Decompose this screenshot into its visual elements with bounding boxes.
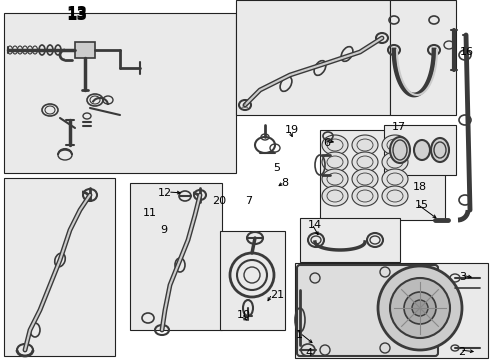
Text: 8: 8 xyxy=(281,178,288,188)
Bar xyxy=(320,130,445,220)
Text: 5: 5 xyxy=(273,163,280,173)
Ellipse shape xyxy=(382,169,408,189)
Ellipse shape xyxy=(382,152,408,172)
Ellipse shape xyxy=(322,135,348,155)
Ellipse shape xyxy=(352,152,378,172)
Ellipse shape xyxy=(322,169,348,189)
Text: 14: 14 xyxy=(308,220,322,230)
Bar xyxy=(295,263,488,358)
Text: 11: 11 xyxy=(143,208,157,218)
Text: 10: 10 xyxy=(237,310,251,320)
Bar xyxy=(75,42,95,58)
Text: 13: 13 xyxy=(67,6,88,21)
Ellipse shape xyxy=(322,186,348,206)
Ellipse shape xyxy=(414,140,430,160)
Ellipse shape xyxy=(412,300,428,316)
Ellipse shape xyxy=(390,137,410,163)
Ellipse shape xyxy=(378,266,462,350)
Text: 15: 15 xyxy=(415,200,429,210)
Text: 20: 20 xyxy=(212,196,226,206)
Text: ⚠: ⚠ xyxy=(241,101,248,110)
Text: 21: 21 xyxy=(270,290,284,300)
Text: 6: 6 xyxy=(323,138,330,148)
Bar xyxy=(300,218,400,262)
Bar xyxy=(384,125,456,175)
Text: 12: 12 xyxy=(158,188,172,198)
Ellipse shape xyxy=(382,135,408,155)
Bar xyxy=(236,0,390,115)
Ellipse shape xyxy=(431,138,449,162)
Text: 3: 3 xyxy=(459,272,466,282)
Ellipse shape xyxy=(382,186,408,206)
Text: 19: 19 xyxy=(285,125,299,135)
Bar xyxy=(4,178,115,356)
Bar xyxy=(220,231,285,330)
Text: 2: 2 xyxy=(458,347,465,357)
FancyBboxPatch shape xyxy=(297,265,438,356)
Bar xyxy=(4,13,236,173)
Text: 16: 16 xyxy=(460,47,474,57)
Text: 18: 18 xyxy=(413,182,427,192)
Ellipse shape xyxy=(390,278,450,338)
Text: 13: 13 xyxy=(67,8,88,23)
Ellipse shape xyxy=(352,186,378,206)
Bar xyxy=(130,183,222,330)
Ellipse shape xyxy=(352,135,378,155)
Text: 7: 7 xyxy=(245,196,252,206)
Text: 17: 17 xyxy=(392,122,406,132)
Ellipse shape xyxy=(352,169,378,189)
Text: 9: 9 xyxy=(160,225,167,235)
Text: 1: 1 xyxy=(296,330,303,340)
Ellipse shape xyxy=(404,292,436,324)
Text: 4: 4 xyxy=(305,348,312,358)
Ellipse shape xyxy=(322,152,348,172)
Bar xyxy=(390,0,456,115)
